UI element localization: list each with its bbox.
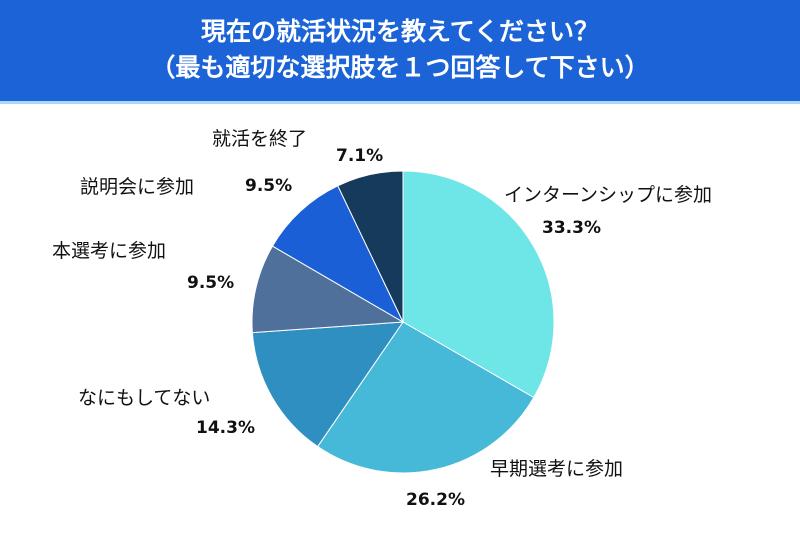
pie-slice [402,170,555,399]
slice-label: なにもしてない [78,387,211,409]
slice-value: 33.3% [542,218,601,238]
chart-subtitle: （最も適切な選択肢を１つ回答して下さい） [150,53,650,82]
slice-value: 9.5% [245,176,293,196]
slice-value: 26.2% [406,490,465,510]
chart-title: 現在の就活状況を教えてください？ [200,17,599,46]
slice-label: 早期選考に参加 [490,458,624,480]
slice-label: インターンシップに参加 [504,184,713,206]
pie-slice [251,245,405,334]
slice-label: 説明会に参加 [80,176,195,198]
pie-slice [271,185,405,324]
slice-label: 就活を終了 [212,128,308,150]
pie-slice [337,170,404,323]
chart-header: 現在の就活状況を教えてください？ （最も適切な選択肢を１つ回答して下さい） [0,0,800,104]
pie-slice [251,321,404,448]
slice-value: 14.3% [196,418,255,438]
slice-label: 本選考に参加 [52,240,167,262]
pie-slice [316,321,535,474]
slice-value: 7.1% [336,146,384,166]
slice-value: 9.5% [187,273,235,293]
